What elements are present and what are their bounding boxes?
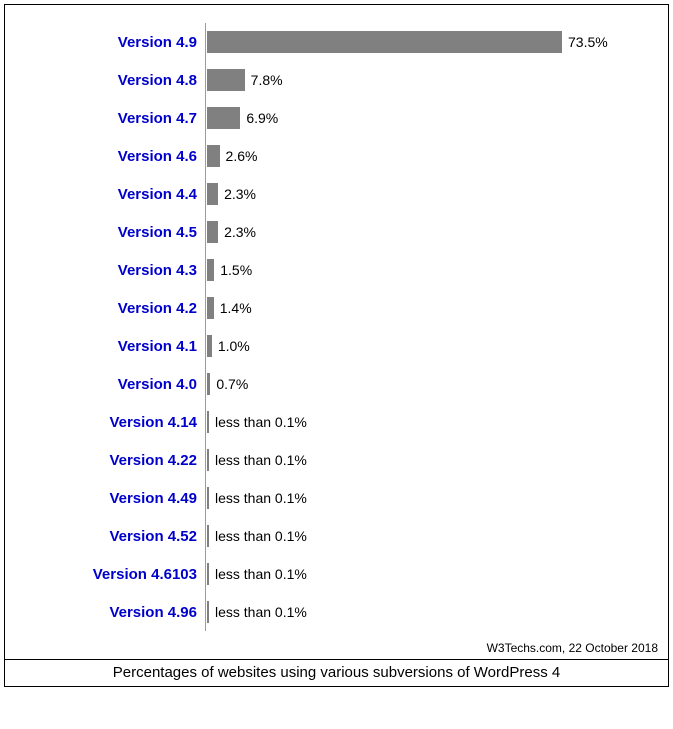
chart-row: Version 4.49less than 0.1%: [20, 479, 653, 517]
bar-cell: less than 0.1%: [205, 403, 653, 441]
version-link[interactable]: Version 4.14: [20, 414, 205, 431]
version-link[interactable]: Version 4.1: [20, 338, 205, 355]
version-link[interactable]: Version 4.96: [20, 604, 205, 621]
chart-row: Version 4.52less than 0.1%: [20, 517, 653, 555]
attribution-text: W3Techs.com, 22 October 2018: [5, 639, 668, 659]
bar: [207, 259, 214, 281]
bar-cell: 73.5%: [205, 23, 653, 61]
chart-row: Version 4.8 7.8%: [20, 61, 653, 99]
chart-row: Version 4.6103less than 0.1%: [20, 555, 653, 593]
version-link[interactable]: Version 4.4: [20, 186, 205, 203]
bar-cell: 1.4%: [205, 289, 653, 327]
version-link[interactable]: Version 4.22: [20, 452, 205, 469]
version-link[interactable]: Version 4.3: [20, 262, 205, 279]
chart-row: Version 4.1 1.0%: [20, 327, 653, 365]
bar: [207, 183, 218, 205]
chart-row: Version 4.3 1.5%: [20, 251, 653, 289]
bar: [207, 107, 240, 129]
chart-container: Version 4.973.5%Version 4.87.8%Version 4…: [4, 4, 669, 687]
version-link[interactable]: Version 4.9: [20, 34, 205, 51]
value-label: 7.8%: [245, 72, 283, 88]
value-label: 6.9%: [240, 110, 278, 126]
version-link[interactable]: Version 4.52: [20, 528, 205, 545]
bar-cell: 1.0%: [205, 327, 653, 365]
chart-row: Version 4.6 2.6%: [20, 137, 653, 175]
value-label: less than 0.1%: [209, 452, 307, 468]
bar-cell: less than 0.1%: [205, 555, 653, 593]
bar-cell: 6.9%: [205, 99, 653, 137]
bar-cell: 1.5%: [205, 251, 653, 289]
bar: [207, 145, 220, 167]
chart-row: Version 4.4 2.3%: [20, 175, 653, 213]
chart-row: Version 4.5 2.3%: [20, 213, 653, 251]
bar-cell: 0.7%: [205, 365, 653, 403]
chart-row: Version 4.22less than 0.1%: [20, 441, 653, 479]
value-label: less than 0.1%: [209, 528, 307, 544]
version-link[interactable]: Version 4.49: [20, 490, 205, 507]
bar-cell: less than 0.1%: [205, 593, 653, 631]
version-link[interactable]: Version 4.6: [20, 148, 205, 165]
version-link[interactable]: Version 4.8: [20, 72, 205, 89]
bar-cell: 7.8%: [205, 61, 653, 99]
version-link[interactable]: Version 4.6103: [20, 566, 205, 583]
value-label: 2.3%: [218, 224, 256, 240]
value-label: less than 0.1%: [209, 604, 307, 620]
value-label: 2.3%: [218, 186, 256, 202]
chart-row: Version 4.96less than 0.1%: [20, 593, 653, 631]
bar-cell: 2.3%: [205, 175, 653, 213]
version-link[interactable]: Version 4.5: [20, 224, 205, 241]
value-label: less than 0.1%: [209, 566, 307, 582]
value-label: 1.4%: [214, 300, 252, 316]
chart-row: Version 4.14less than 0.1%: [20, 403, 653, 441]
bar: [207, 31, 562, 53]
chart-row: Version 4.7 6.9%: [20, 99, 653, 137]
chart-row: Version 4.0 0.7%: [20, 365, 653, 403]
value-label: less than 0.1%: [209, 414, 307, 430]
chart-body: Version 4.973.5%Version 4.87.8%Version 4…: [5, 5, 668, 639]
chart-row: Version 4.2 1.4%: [20, 289, 653, 327]
bar: [207, 297, 214, 319]
version-link[interactable]: Version 4.2: [20, 300, 205, 317]
value-label: 73.5%: [562, 34, 608, 50]
chart-row: Version 4.9 73.5%: [20, 23, 653, 61]
version-link[interactable]: Version 4.0: [20, 376, 205, 393]
value-label: less than 0.1%: [209, 490, 307, 506]
bar: [207, 221, 218, 243]
value-label: 2.6%: [220, 148, 258, 164]
version-link[interactable]: Version 4.7: [20, 110, 205, 127]
bar-cell: 2.6%: [205, 137, 653, 175]
bar: [207, 69, 245, 91]
bar-cell: less than 0.1%: [205, 479, 653, 517]
value-label: 1.5%: [214, 262, 252, 278]
caption-text: Percentages of websites using various su…: [5, 659, 668, 686]
bar-cell: less than 0.1%: [205, 441, 653, 479]
bar-cell: 2.3%: [205, 213, 653, 251]
bar-cell: less than 0.1%: [205, 517, 653, 555]
value-label: 1.0%: [212, 338, 250, 354]
value-label: 0.7%: [210, 376, 248, 392]
